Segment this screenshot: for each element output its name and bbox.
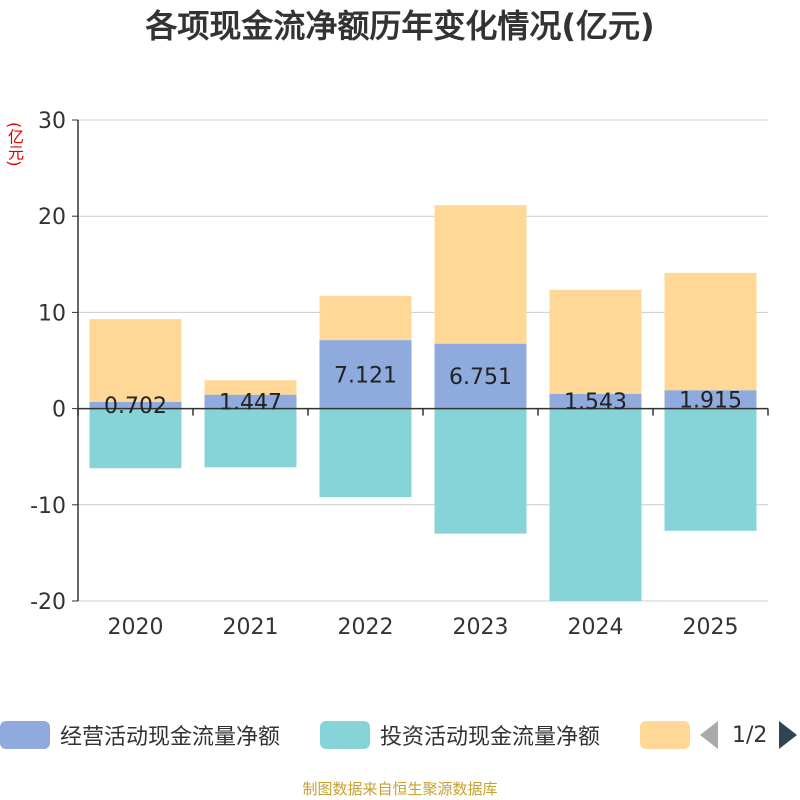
y-tick-label: 20: [38, 205, 66, 230]
data-label-operating-2021: 1.447: [219, 391, 282, 416]
bar-financing-2025: [664, 272, 757, 391]
bar-investing-2023: [434, 408, 527, 534]
x-tick-label-2020: 2020: [108, 615, 164, 640]
data-label-operating-2023: 6.751: [449, 365, 512, 390]
y-axis-unit: (亿元): [5, 122, 24, 167]
bar-financing-2021: [204, 380, 297, 395]
legend-swatch-financing: [640, 721, 690, 749]
data-label-operating-2024: 1.543: [564, 390, 627, 415]
bar-investing-2022: [319, 408, 412, 498]
bar-operating-2025: [664, 390, 757, 409]
legend-item-operating[interactable]: 经营活动现金流量净额: [0, 716, 280, 754]
x-tick-label-2025: 2025: [683, 615, 739, 640]
legend-pager: 1/2: [700, 716, 798, 754]
bar-financing-2023: [434, 205, 527, 344]
x-tick-label-2022: 2022: [338, 615, 394, 640]
bar-operating-2024: [549, 393, 642, 409]
legend: 经营活动现金流量净额 投资活动现金流量净额 1/2: [0, 716, 800, 754]
legend-prev-icon[interactable]: [700, 721, 718, 749]
data-label-operating-2022: 7.121: [334, 363, 397, 388]
legend-item-investing[interactable]: 投资活动现金流量净额: [320, 716, 600, 754]
data-label-operating-2020: 0.702: [104, 394, 167, 419]
bar-financing-2020: [89, 319, 182, 402]
bar-financing-2024: [549, 289, 642, 394]
legend-label-investing: 投资活动现金流量净额: [380, 725, 601, 750]
x-tick-label-2021: 2021: [223, 615, 279, 640]
bar-investing-2020: [89, 408, 182, 469]
bar-investing-2024: [549, 408, 642, 601]
bar-chart: 30 20 10 0 -10 -20 0.702 1.447 7.121 6.751 1.543 1.…: [30, 109, 769, 640]
legend-item-financing[interactable]: [640, 716, 700, 754]
legend-next-icon[interactable]: [779, 721, 798, 749]
bar-financing-2022: [319, 295, 412, 341]
bar-operating-2022: [319, 340, 412, 409]
legend-label-operating: 经营活动现金流量净额: [60, 725, 281, 750]
bar-operating-2020: [89, 401, 182, 409]
y-tick-label: -10: [30, 494, 66, 519]
legend-swatch-investing: [320, 721, 370, 749]
y-tick-label: 0: [52, 398, 66, 423]
data-label-operating-2025: 1.915: [679, 388, 742, 413]
x-tick-label-2023: 2023: [453, 615, 509, 640]
y-tick-label: 30: [38, 109, 66, 134]
chart-title: 各项现金流净额历年变化情况(亿元): [145, 7, 655, 45]
bar-investing-2021: [204, 408, 297, 468]
data-source-note: 制图数据来自恒生聚源数据库: [302, 780, 498, 798]
bar-investing-2025: [664, 408, 757, 531]
y-tick-label: -20: [30, 590, 66, 615]
bar-operating-2021: [204, 394, 297, 409]
legend-swatch-operating: [0, 721, 50, 749]
y-tick-label: 10: [38, 301, 66, 326]
x-tick-label-2024: 2024: [568, 615, 624, 640]
legend-page-indicator: 1/2: [732, 722, 768, 748]
bar-operating-2023: [434, 343, 527, 409]
